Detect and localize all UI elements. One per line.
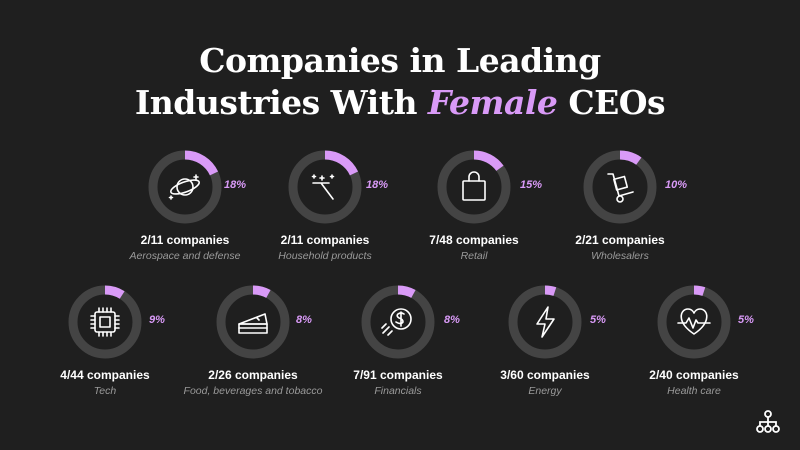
donut-segment xyxy=(508,285,582,359)
industry-card-food: 8% 2/26 companies Food, beverages and to… xyxy=(178,282,328,402)
donut-segment xyxy=(68,285,142,359)
donut-chart xyxy=(68,285,142,359)
donut-track xyxy=(583,150,657,224)
industry-card-tech: 9% 4/44 companies Tech xyxy=(30,282,180,402)
donut-track xyxy=(216,285,290,359)
industry-label: Aerospace and defense xyxy=(129,250,241,262)
industry-label: Financials xyxy=(374,385,422,397)
heartbeat-icon xyxy=(677,308,711,335)
donut-segment xyxy=(657,285,731,359)
percent-label: 9% xyxy=(149,314,165,326)
count-label: 7/91 companies xyxy=(353,368,443,382)
industry-card-retail: 15% 7/48 companies Retail xyxy=(399,147,549,267)
title-line-2: Industries With Female CEOs xyxy=(0,82,800,124)
count-label: 2/11 companies xyxy=(280,233,370,247)
industry-card-wholesalers: 10% 2/21 companies Wholesalers xyxy=(545,147,695,267)
industry-label: Energy xyxy=(528,385,562,397)
count-label: 3/60 companies xyxy=(500,368,590,382)
squeegee-sparkle-icon xyxy=(311,174,335,200)
donut-chart xyxy=(657,285,731,359)
brand-logo-icon xyxy=(756,410,780,433)
title-highlight: Female xyxy=(427,83,558,122)
title-prefix: Industries With xyxy=(134,83,428,122)
industry-label: Retail xyxy=(460,250,488,262)
industry-label: Health care xyxy=(667,385,721,397)
count-label: 2/26 companies xyxy=(208,368,298,382)
microchip-icon xyxy=(90,307,120,337)
hand-truck-icon xyxy=(607,173,634,203)
shopping-bag-icon xyxy=(462,171,486,201)
count-label: 4/44 companies xyxy=(60,368,150,382)
percent-label: 15% xyxy=(520,179,543,191)
donut-chart xyxy=(508,285,582,359)
donut-segment xyxy=(216,285,290,359)
donut-track xyxy=(68,285,142,359)
percent-label: 5% xyxy=(738,314,754,326)
industry-card-household: 18% 2/11 companies Household products xyxy=(250,147,400,267)
donut-segment xyxy=(288,150,362,224)
industry-label: Food, beverages and tobacco xyxy=(183,385,323,397)
donut-segment xyxy=(148,150,222,224)
dollar-coin-icon xyxy=(381,308,412,336)
planet-icon xyxy=(168,174,200,200)
percent-label: 18% xyxy=(224,179,247,191)
industry-label: Household products xyxy=(278,250,372,262)
donut-track xyxy=(657,285,731,359)
percent-label: 18% xyxy=(366,179,389,191)
donut-segment xyxy=(361,285,435,359)
industry-card-financials: 8% 7/91 companies Financials xyxy=(323,282,473,402)
donut-chart xyxy=(216,285,290,359)
chart-title: Companies in Leading Industries With Fem… xyxy=(0,40,800,124)
donut-chart xyxy=(361,285,435,359)
industry-card-healthcare: 5% 2/40 companies Health care xyxy=(619,282,769,402)
count-label: 2/11 companies xyxy=(140,233,230,247)
percent-label: 8% xyxy=(296,314,312,326)
count-label: 7/48 companies xyxy=(429,233,519,247)
industry-card-aerospace: 18% 2/11 companies Aerospace and defense xyxy=(110,147,260,267)
donut-chart xyxy=(288,150,362,224)
donut-chart xyxy=(148,150,222,224)
percent-label: 10% xyxy=(665,179,688,191)
cake-slice-icon xyxy=(238,313,268,334)
count-label: 2/21 companies xyxy=(575,233,665,247)
donut-track xyxy=(361,285,435,359)
count-label: 2/40 companies xyxy=(649,368,739,382)
percent-label: 5% xyxy=(590,314,606,326)
percent-label: 8% xyxy=(444,314,460,326)
title-suffix: CEOs xyxy=(557,83,666,122)
lightning-icon xyxy=(536,306,555,338)
donut-segment xyxy=(437,150,511,224)
donut-track xyxy=(508,285,582,359)
donut-chart xyxy=(583,150,657,224)
donut-chart xyxy=(437,150,511,224)
industry-card-energy: 5% 3/60 companies Energy xyxy=(470,282,620,402)
donut-segment xyxy=(583,150,657,224)
industry-label: Tech xyxy=(93,385,117,397)
title-line-1: Companies in Leading xyxy=(199,41,601,80)
industry-label: Wholesalers xyxy=(591,250,649,262)
